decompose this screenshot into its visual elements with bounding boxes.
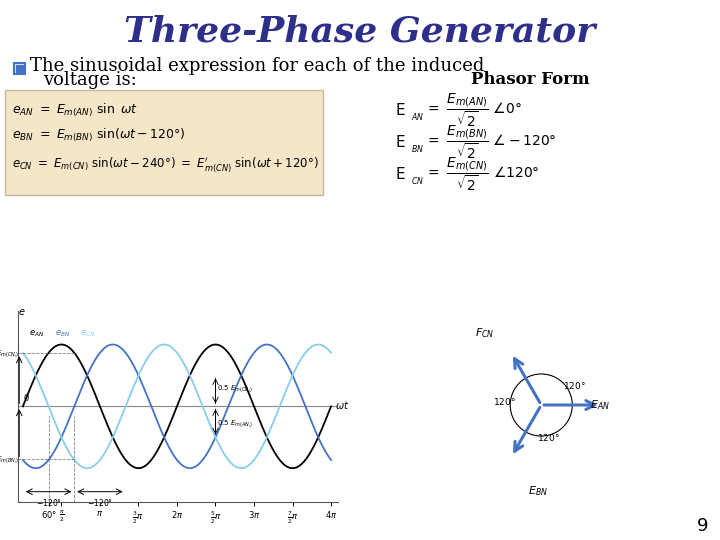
Text: $\mathrm{E}$: $\mathrm{E}$ — [395, 134, 405, 150]
Text: $e_{CN}$: $e_{CN}$ — [81, 328, 96, 339]
Text: 0: 0 — [23, 394, 29, 403]
Bar — [14, 63, 25, 74]
Bar — [16, 65, 23, 72]
Text: $_{AN}$: $_{AN}$ — [411, 112, 424, 124]
Text: The sinusoidal expression for each of the induced: The sinusoidal expression for each of th… — [30, 57, 485, 75]
Text: $e_{AN}\ =\ E_{m(AN)}\ \sin\ \omega t$: $e_{AN}\ =\ E_{m(AN)}\ \sin\ \omega t$ — [12, 102, 138, 119]
Text: $-120°$: $-120°$ — [87, 497, 113, 508]
FancyBboxPatch shape — [5, 90, 323, 195]
Text: $=\ \dfrac{E_{m(CN)}}{\sqrt{2}}\ \angle 120°$: $=\ \dfrac{E_{m(CN)}}{\sqrt{2}}\ \angle … — [425, 156, 539, 193]
Text: $0.5\ E_{m(CE_i)}$: $0.5\ E_{m(CE_i)}$ — [217, 383, 253, 394]
Text: e: e — [19, 307, 24, 316]
Text: $120°$: $120°$ — [492, 396, 516, 407]
Text: $\mathrm{E}$: $\mathrm{E}$ — [395, 166, 405, 182]
Text: $0.5\ E_{m(AN_i)}$: $0.5\ E_{m(AN_i)}$ — [217, 418, 253, 429]
Text: $e_{BN}\ =\ E_{m(BN)}\ \sin(\omega t - 120°)$: $e_{BN}\ =\ E_{m(BN)}\ \sin(\omega t - 1… — [12, 126, 186, 144]
Text: $_{CN}$: $_{CN}$ — [411, 176, 424, 188]
Text: $=\ \dfrac{E_{m(BN)}}{\sqrt{2}}\ \angle -120°$: $=\ \dfrac{E_{m(BN)}}{\sqrt{2}}\ \angle … — [425, 124, 557, 160]
Text: $E_{AN}$: $E_{AN}$ — [590, 398, 610, 412]
Text: $e_{BN}$: $e_{BN}$ — [55, 328, 71, 339]
Text: $120°$: $120°$ — [537, 433, 559, 443]
Text: $0.856\ E_{m(BN_i)}$: $0.856\ E_{m(BN_i)}$ — [0, 454, 19, 465]
Text: $120°$: $120°$ — [562, 380, 585, 392]
Text: $\omega t$: $\omega t$ — [335, 399, 349, 411]
Text: Phasor Form: Phasor Form — [471, 71, 589, 89]
Text: $\mathrm{E}$: $\mathrm{E}$ — [395, 102, 405, 118]
Text: $e_{CN}\ =\ E_{m(CN)}\ \sin(\omega t - 240°)\ =\ E^\prime_{m(CN)}\ \sin(\omega t: $e_{CN}\ =\ E_{m(CN)}\ \sin(\omega t - 2… — [12, 156, 319, 174]
Text: voltage is:: voltage is: — [43, 71, 137, 89]
Text: $0.856\ E_{m(CN_i)}$: $0.856\ E_{m(CN_i)}$ — [0, 348, 19, 359]
Text: Three-Phase Generator: Three-Phase Generator — [125, 15, 595, 49]
Text: 9: 9 — [697, 517, 708, 535]
Text: $=\ \dfrac{E_{m(AN)}}{\sqrt{2}}\ \angle 0°$: $=\ \dfrac{E_{m(AN)}}{\sqrt{2}}\ \angle … — [425, 91, 522, 129]
Text: $F_{CN}$: $F_{CN}$ — [474, 327, 494, 340]
Text: $e_{AN}$: $e_{AN}$ — [29, 328, 44, 339]
Text: $E_{BN}$: $E_{BN}$ — [528, 484, 548, 498]
Text: $_{BN}$: $_{BN}$ — [411, 144, 424, 156]
Text: $-120°$: $-120°$ — [35, 497, 62, 508]
